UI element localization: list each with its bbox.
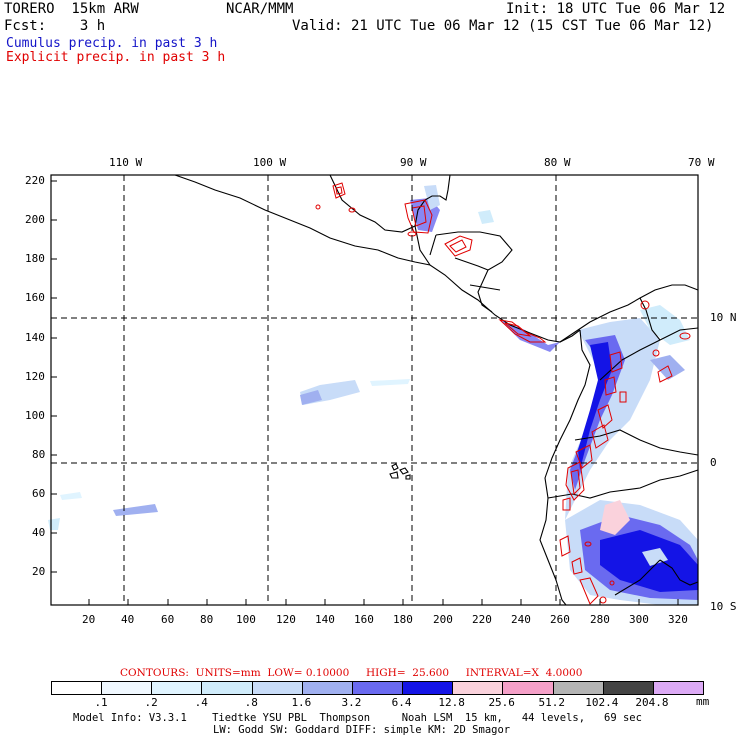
y-tick: 140 (25, 331, 45, 344)
forecast-hour: Fcst: 3 h (4, 18, 106, 34)
colorbar-swatch (503, 682, 554, 694)
colorbar-swatch (152, 682, 203, 694)
colorbar-label: 25.6 (488, 696, 515, 709)
colorbar-label: 1.6 (291, 696, 312, 709)
colorbar-label: 204.8 (635, 696, 669, 709)
contour-info: CONTOURS: UNITS=mm LOW= 0.10000 HIGH= 25… (120, 667, 583, 679)
map-frame (50, 174, 699, 606)
y-tick: 60 (32, 487, 46, 500)
colorbar-label: .2 (144, 696, 158, 709)
x-tick: 180 (393, 613, 413, 626)
x-tick: 260 (550, 613, 570, 626)
legend-explicit: Explicit precip. in past 3 h (6, 50, 226, 65)
colorbar-label: .4 (194, 696, 208, 709)
colorbar-swatch (302, 682, 353, 694)
x-tick: 100 (236, 613, 256, 626)
lat-lon-grid (51, 175, 698, 605)
x-tick: 160 (354, 613, 374, 626)
model-info: Model Info: V3.3.1 Tiedtke YSU PBL Thomp… (73, 712, 642, 724)
colorbar-label: 102.4 (585, 696, 619, 709)
x-tick: 320 (668, 613, 688, 626)
y-tick: 200 (25, 213, 45, 226)
colorbar-swatch (603, 682, 654, 694)
y-tick: 20 (32, 565, 46, 578)
lon-label-70w: 70 W (688, 156, 715, 169)
explicit-contours (315, 182, 691, 605)
y-tick: 180 (25, 252, 45, 265)
axis-ticks (51, 180, 679, 605)
model-title: TORERO 15km ARW (4, 1, 139, 17)
x-tick: 220 (472, 613, 492, 626)
lat-label-10n: 10 N (710, 311, 737, 324)
lon-label-80w: 80 W (544, 156, 571, 169)
colorbar-swatch (553, 682, 604, 694)
y-tick: 160 (25, 291, 45, 304)
y-tick: 80 (32, 448, 46, 461)
lat-label-0: 0 (710, 456, 717, 469)
colorbar-swatch (252, 682, 303, 694)
colorbar-swatch (52, 682, 103, 694)
colorbar (51, 681, 704, 695)
x-tick: 80 (200, 613, 214, 626)
x-tick: 120 (276, 613, 296, 626)
colorbar-swatch (403, 682, 454, 694)
colorbar-swatch (202, 682, 253, 694)
x-tick: 40 (121, 613, 135, 626)
x-tick: 240 (511, 613, 531, 626)
colorbar-label: 6.4 (391, 696, 412, 709)
x-tick: 280 (590, 613, 610, 626)
colorbar-label: 12.8 (438, 696, 465, 709)
colorbar-unit: mm (696, 695, 710, 708)
lat-label-10s: 10 S (710, 600, 737, 613)
legend-cumulus: Cumulus precip. in past 3 h (6, 36, 218, 51)
x-tick: 20 (82, 613, 96, 626)
valid-time: Valid: 21 UTC Tue 06 Mar 12 (15 CST Tue … (292, 18, 714, 34)
colorbar-label: .1 (94, 696, 108, 709)
colorbar-swatch (102, 682, 153, 694)
colorbar-label: 51.2 (538, 696, 566, 709)
colorbar-swatch (352, 682, 404, 694)
colorbar-swatch (453, 682, 504, 694)
colorbar-label: .8 (244, 696, 258, 709)
x-tick: 200 (433, 613, 453, 626)
precip-fill (48, 185, 698, 605)
x-tick: 140 (315, 613, 335, 626)
y-tick: 120 (25, 370, 45, 383)
x-tick: 60 (161, 613, 175, 626)
y-tick: 220 (25, 174, 45, 187)
y-tick: 100 (25, 409, 45, 422)
colorbar-swatch (653, 682, 704, 694)
center-name: NCAR/MMM (226, 1, 294, 17)
lon-label-100w: 100 W (253, 156, 287, 169)
init-time: Init: 18 UTC Tue 06 Mar 12 (506, 1, 726, 17)
colorbar-label: 3.2 (341, 696, 362, 709)
x-tick: 300 (629, 613, 649, 626)
lon-label-110w: 110 W (109, 156, 143, 169)
model-info-physics: LW: Godd SW: Goddard DIFF: simple KM: 2D… (213, 724, 511, 736)
coastlines (174, 174, 699, 606)
lon-label-90w: 90 W (400, 156, 427, 169)
y-tick: 40 (32, 526, 46, 539)
